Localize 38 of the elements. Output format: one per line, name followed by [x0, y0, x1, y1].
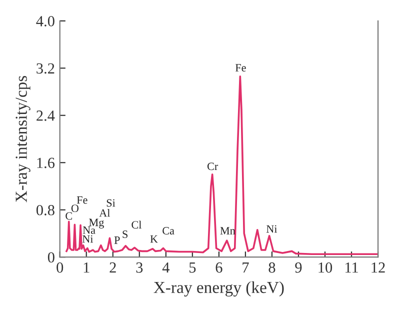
annotation: O [71, 204, 79, 212]
x-tick-label: 10 [318, 262, 332, 273]
x-tick-label: 4 [162, 262, 170, 273]
x-tick-label: 1 [84, 262, 90, 273]
x-tick-label: 0 [56, 262, 64, 273]
y-tick-label: 0 [48, 252, 54, 263]
x-tick-label: 3 [136, 262, 143, 273]
annotation: C [66, 212, 72, 220]
annotation: Cl [132, 220, 142, 229]
y-tick-label: 1.6 [37, 158, 55, 168]
annotation: Cr [207, 162, 218, 170]
x-tick-label: 9 [295, 262, 302, 273]
x-tick-label: 11 [346, 262, 358, 273]
y-tick-label: 0.8 [36, 204, 54, 216]
x-axis-title: X-ray energy (keV) [154, 281, 284, 297]
x-tick-label: 7 [242, 262, 249, 273]
x-tick-label: 5 [189, 262, 196, 273]
annotation: Mg [89, 218, 104, 228]
annotation: Fe [76, 196, 88, 204]
annotation: P [114, 236, 120, 244]
y-tick-label: 2.4 [36, 110, 55, 121]
line-series [66, 76, 378, 256]
y-tick-label: 4.0 [36, 16, 54, 26]
annotation: Ni [266, 225, 278, 233]
annotation: Fe [235, 64, 246, 72]
annotation: Na [82, 226, 96, 234]
annotation: S [122, 230, 128, 238]
annotation: Ca [162, 227, 174, 234]
annotation: Si [106, 199, 116, 207]
x-tick-label: 2 [110, 262, 116, 273]
annotation: Al [99, 208, 110, 217]
annotation: Ni [82, 235, 94, 243]
x-tick-label: 8 [268, 262, 276, 273]
y-axis-title: X-ray intensity/cps [16, 76, 30, 202]
x-tick-label: 12 [372, 262, 385, 273]
annotation: K [150, 235, 158, 243]
x-tick-label: 6 [216, 262, 222, 273]
y-tick-label: 3.2 [36, 63, 54, 74]
